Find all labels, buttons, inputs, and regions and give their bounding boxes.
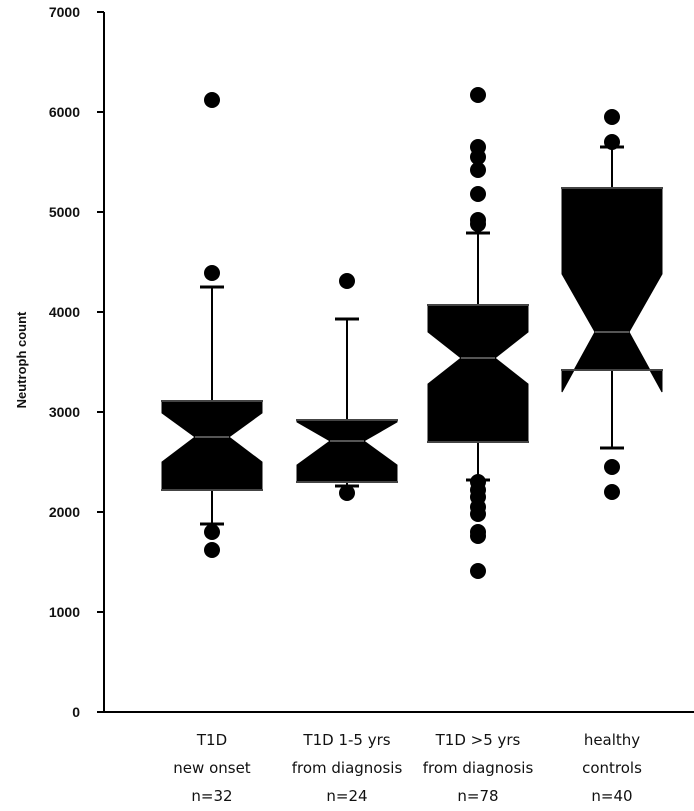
x-category-label-line: n=32 [191, 787, 232, 805]
x-category-label-line: new onset [173, 759, 250, 777]
x-category-label-line: T1D 1-5 yrs [302, 731, 390, 749]
outlier-point [604, 459, 620, 475]
outlier-point [204, 524, 220, 540]
y-axis: 0 1000 2000 3000 4000 5000 6000 7000 Neutroph c… [14, 4, 105, 720]
outlier-point [470, 563, 486, 579]
outlier-point [204, 265, 220, 281]
x-category-label-line: n=78 [457, 787, 498, 805]
outlier-point [339, 485, 355, 501]
outlier-point [470, 149, 486, 165]
y-tick-label: 6000 [49, 104, 80, 120]
y-axis-label: Neutroph count [14, 311, 29, 408]
outlier-point [470, 528, 486, 544]
x-category-label-line: from diagnosis [423, 759, 534, 777]
box-group [561, 109, 663, 500]
outlier-point [204, 542, 220, 558]
box-group [161, 92, 263, 558]
x-category-label-line: T1D [196, 731, 227, 749]
boxes-layer [161, 87, 663, 579]
outlier-point [470, 506, 486, 522]
x-category-labels: T1D new onset n=32 T1D 1-5 yrs from diagnosi… [173, 731, 642, 805]
y-tick-label: 0 [72, 704, 80, 720]
y-tick-label: 7000 [49, 4, 80, 20]
y-tick-label: 1000 [49, 604, 80, 620]
notched-box [296, 419, 398, 483]
box-group [296, 273, 398, 501]
notched-box [561, 187, 663, 393]
notched-box [427, 304, 529, 443]
outlier-point [339, 273, 355, 289]
box-group [427, 87, 529, 579]
y-tick-label: 3000 [49, 404, 80, 420]
y-tick-label: 4000 [49, 304, 80, 320]
outlier-point [604, 484, 620, 500]
y-tick-label: 5000 [49, 204, 80, 220]
x-category-label-line: n=40 [591, 787, 632, 805]
x-category-label-line: healthy [584, 731, 640, 749]
x-category-label: healthy controls n=40 [582, 731, 642, 805]
outlier-point [470, 162, 486, 178]
x-category-label-line: T1D >5 yrs [435, 731, 521, 749]
notched-box [161, 400, 263, 491]
outlier-point [604, 134, 620, 150]
y-tick-label: 2000 [49, 504, 80, 520]
outlier-point [470, 87, 486, 103]
outlier-point [204, 92, 220, 108]
x-category-label-line: controls [582, 759, 642, 777]
x-category-label: T1D new onset n=32 [173, 731, 250, 805]
outlier-point [470, 186, 486, 202]
x-category-label: T1D >5 yrs from diagnosis n=78 [423, 731, 534, 805]
x-category-label: T1D 1-5 yrs from diagnosis n=24 [292, 731, 403, 805]
outlier-point [604, 109, 620, 125]
x-category-label-line: from diagnosis [292, 759, 403, 777]
outlier-point [470, 216, 486, 232]
x-category-label-line: n=24 [326, 787, 367, 805]
y-ticks: 0 1000 2000 3000 4000 5000 6000 7000 [49, 4, 104, 720]
